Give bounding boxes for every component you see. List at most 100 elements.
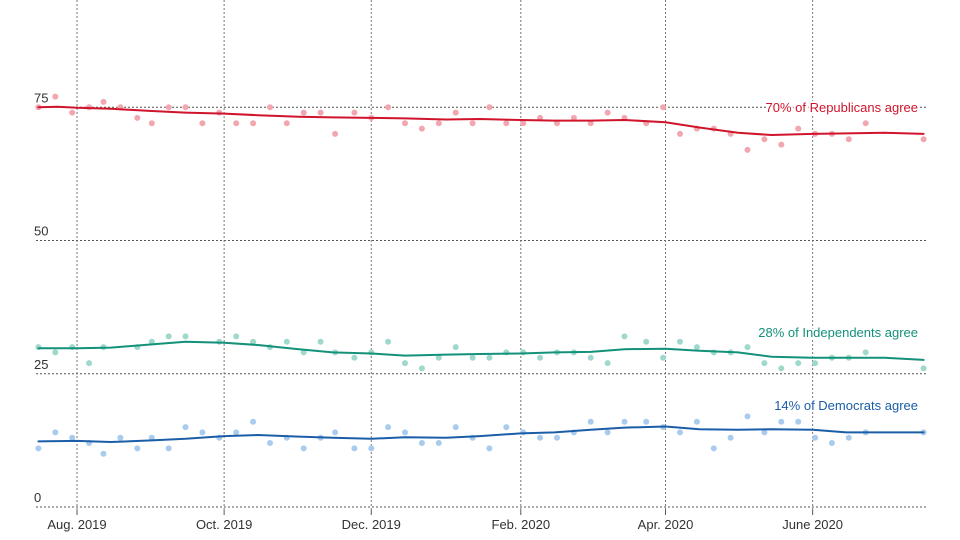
- independents-point: [233, 333, 240, 340]
- democrats-point: [182, 424, 189, 431]
- republicans-point: [300, 109, 307, 116]
- democrats-point: [148, 434, 155, 441]
- independents-point: [621, 333, 628, 340]
- republicans-point: [233, 120, 240, 127]
- republicans-point: [920, 136, 927, 143]
- democrats-point: [621, 418, 628, 425]
- independents-label-halo: 28% of Independents agree: [758, 325, 918, 340]
- democrats-point: [537, 434, 544, 441]
- democrats-point: [503, 424, 510, 431]
- independents-point: [744, 344, 751, 351]
- republicans-point: [452, 109, 459, 116]
- democrats-point: [233, 429, 240, 436]
- democrats-point: [52, 429, 59, 436]
- independents-point: [778, 365, 785, 372]
- democrats-point: [828, 440, 835, 446]
- republicans-point: [134, 114, 141, 121]
- axis-labels: 0 25 50 75 Aug. 2019 Oct. 2019 Dec. 2019 Feb. 2…: [34, 90, 843, 532]
- y-tick-label: 25: [34, 357, 48, 372]
- democrats-point: [845, 434, 852, 441]
- democrats-point: [761, 429, 768, 436]
- republicans-point: [469, 120, 476, 127]
- democrats-point: [727, 434, 734, 441]
- democrats-point: [402, 429, 408, 436]
- democrats-point: [795, 418, 802, 425]
- democrats-point: [744, 413, 751, 420]
- republicans-point: [520, 120, 527, 127]
- republicans-point: [503, 120, 510, 127]
- independents-label: 28% of Independents agree: [758, 325, 918, 340]
- democrats-point: [677, 429, 683, 436]
- x-tick-label: Oct. 2019: [196, 517, 252, 532]
- independents-point: [86, 360, 93, 367]
- republicans-point: [435, 120, 442, 127]
- democrats-point: [812, 434, 819, 441]
- democrats-point: [368, 445, 375, 452]
- republicans-point: [267, 104, 273, 111]
- independents-point: [537, 354, 544, 361]
- independents-point: [250, 338, 257, 345]
- independents-point: [317, 338, 324, 345]
- republicans-point: [761, 136, 768, 143]
- democrats-point: [100, 450, 107, 457]
- independents-point: [385, 338, 392, 345]
- republicans-point: [778, 141, 785, 148]
- republicans-trend-line: [37, 105, 925, 136]
- republicans-point: [199, 120, 206, 127]
- republicans-point: [385, 104, 392, 111]
- republicans-point: [486, 104, 493, 111]
- independents-trend-line: [37, 340, 925, 361]
- democrats-point: [199, 429, 206, 436]
- democrats-point: [418, 440, 425, 446]
- independents-point: [283, 338, 290, 345]
- y-tick-label: 75: [34, 90, 48, 105]
- republicans-label: 70% of Republicans agree: [766, 100, 919, 115]
- independents-point: [920, 365, 927, 372]
- republicans-point: [148, 120, 155, 127]
- independents-point: [402, 360, 408, 367]
- x-tick-label: Aug. 2019: [47, 517, 106, 532]
- independents-point: [351, 354, 358, 361]
- democrats-label-halo: 14% of Democrats agree: [774, 398, 918, 413]
- democrats-point: [69, 434, 76, 441]
- y-tick-label: 50: [34, 224, 48, 239]
- independents-point: [435, 354, 442, 361]
- democrats-point: [332, 429, 339, 436]
- independents-point: [604, 360, 611, 367]
- republicans-point: [182, 104, 189, 111]
- democrats-point: [554, 434, 560, 441]
- democrats-point: [604, 429, 611, 436]
- republicans-point: [677, 130, 683, 137]
- independents-point: [677, 338, 683, 345]
- republicans-label-halo: 70% of Republicans agree: [766, 100, 919, 115]
- republicans-point: [52, 93, 59, 100]
- democrats-point: [351, 445, 358, 452]
- democrats-point: [165, 445, 172, 452]
- democrats-point: [117, 434, 124, 441]
- trend-lines: [37, 105, 925, 443]
- democrats-point: [385, 424, 392, 431]
- republicans-point: [744, 146, 751, 153]
- democrats-point: [435, 440, 442, 446]
- republicans-point: [250, 120, 257, 127]
- democrats-point: [710, 445, 717, 452]
- republicans-point: [845, 136, 852, 143]
- independents-point: [812, 360, 819, 367]
- x-tick-label: Feb. 2020: [492, 517, 551, 532]
- x-tick-label: Apr. 2020: [638, 517, 694, 532]
- republicans-point: [165, 104, 172, 111]
- republicans-point: [604, 109, 611, 116]
- republicans-point: [660, 104, 667, 111]
- independents-point: [587, 354, 594, 361]
- democrats-point: [693, 418, 700, 425]
- independents-point: [693, 344, 700, 351]
- republicans-point: [418, 125, 425, 132]
- independents-point: [862, 349, 869, 356]
- democrats-point: [587, 418, 594, 425]
- democrats-point: [267, 440, 273, 446]
- democrats-point: [35, 445, 42, 452]
- republicans-point: [570, 114, 577, 121]
